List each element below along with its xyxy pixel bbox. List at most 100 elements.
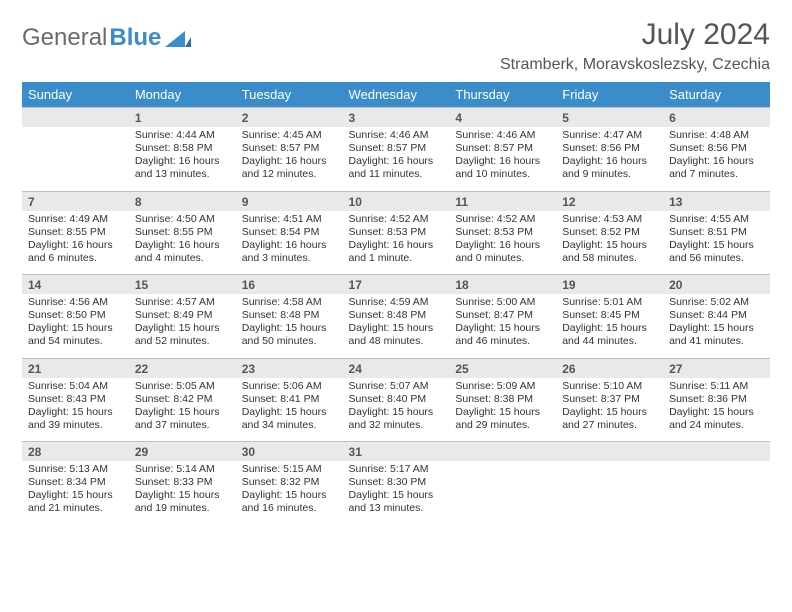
brand-triangle-icon — [165, 29, 191, 47]
day-number-cell: 19 — [556, 275, 663, 295]
day-detail-cell: Sunrise: 5:10 AMSunset: 8:37 PMDaylight:… — [556, 378, 663, 442]
sunrise-text: Sunrise: 5:07 AM — [349, 380, 444, 393]
sunset-text: Sunset: 8:34 PM — [28, 476, 123, 489]
brand-logo: General Blue — [22, 18, 191, 52]
day-number-cell — [556, 442, 663, 462]
day-number-cell: 17 — [343, 275, 450, 295]
daylight-text: and 44 minutes. — [562, 335, 657, 348]
sunset-text: Sunset: 8:53 PM — [455, 226, 550, 239]
sunset-text: Sunset: 8:57 PM — [455, 142, 550, 155]
sunrise-text: Sunrise: 5:15 AM — [242, 463, 337, 476]
day-detail-cell: Sunrise: 5:13 AMSunset: 8:34 PMDaylight:… — [22, 461, 129, 525]
sunrise-text: Sunrise: 4:59 AM — [349, 296, 444, 309]
day-detail-cell: Sunrise: 4:46 AMSunset: 8:57 PMDaylight:… — [449, 127, 556, 191]
daylight-text: Daylight: 15 hours — [135, 322, 230, 335]
daylight-text: and 1 minute. — [349, 252, 444, 265]
sunset-text: Sunset: 8:44 PM — [669, 309, 764, 322]
daylight-text: Daylight: 16 hours — [242, 155, 337, 168]
day-number-row: 21222324252627 — [22, 358, 770, 378]
sunset-text: Sunset: 8:45 PM — [562, 309, 657, 322]
daylight-text: Daylight: 15 hours — [28, 489, 123, 502]
daylight-text: Daylight: 16 hours — [349, 239, 444, 252]
day-number-row: 14151617181920 — [22, 275, 770, 295]
day-number-cell: 6 — [663, 108, 770, 128]
sunrise-text: Sunrise: 5:14 AM — [135, 463, 230, 476]
day-detail-cell: Sunrise: 5:09 AMSunset: 8:38 PMDaylight:… — [449, 378, 556, 442]
sunset-text: Sunset: 8:30 PM — [349, 476, 444, 489]
sunset-text: Sunset: 8:50 PM — [28, 309, 123, 322]
sunset-text: Sunset: 8:53 PM — [349, 226, 444, 239]
day-detail-cell: Sunrise: 5:15 AMSunset: 8:32 PMDaylight:… — [236, 461, 343, 525]
day-detail-cell: Sunrise: 5:17 AMSunset: 8:30 PMDaylight:… — [343, 461, 450, 525]
sunrise-text: Sunrise: 4:44 AM — [135, 129, 230, 142]
daylight-text: Daylight: 15 hours — [135, 406, 230, 419]
day-detail-row: Sunrise: 4:44 AMSunset: 8:58 PMDaylight:… — [22, 127, 770, 191]
daylight-text: Daylight: 16 hours — [455, 155, 550, 168]
sunrise-text: Sunrise: 5:10 AM — [562, 380, 657, 393]
sunrise-text: Sunrise: 5:06 AM — [242, 380, 337, 393]
sunset-text: Sunset: 8:36 PM — [669, 393, 764, 406]
daylight-text: and 56 minutes. — [669, 252, 764, 265]
weekday-header: Wednesday — [343, 82, 450, 108]
sunrise-text: Sunrise: 4:57 AM — [135, 296, 230, 309]
day-detail-cell: Sunrise: 5:07 AMSunset: 8:40 PMDaylight:… — [343, 378, 450, 442]
day-number-cell: 21 — [22, 358, 129, 378]
daylight-text: Daylight: 15 hours — [562, 322, 657, 335]
sunset-text: Sunset: 8:52 PM — [562, 226, 657, 239]
day-number-cell: 10 — [343, 191, 450, 211]
page-header: General Blue July 2024 Stramberk, Moravs… — [22, 18, 770, 74]
weekday-header: Friday — [556, 82, 663, 108]
day-detail-cell: Sunrise: 5:04 AMSunset: 8:43 PMDaylight:… — [22, 378, 129, 442]
daylight-text: and 12 minutes. — [242, 168, 337, 181]
daylight-text: and 50 minutes. — [242, 335, 337, 348]
daylight-text: and 46 minutes. — [455, 335, 550, 348]
sunrise-text: Sunrise: 4:49 AM — [28, 213, 123, 226]
daylight-text: and 29 minutes. — [455, 419, 550, 432]
day-detail-cell: Sunrise: 5:01 AMSunset: 8:45 PMDaylight:… — [556, 294, 663, 358]
sunrise-text: Sunrise: 4:52 AM — [455, 213, 550, 226]
daylight-text: Daylight: 15 hours — [242, 489, 337, 502]
day-number-cell: 9 — [236, 191, 343, 211]
weekday-header: Saturday — [663, 82, 770, 108]
sunset-text: Sunset: 8:54 PM — [242, 226, 337, 239]
sunrise-text: Sunrise: 4:58 AM — [242, 296, 337, 309]
sunrise-text: Sunrise: 5:02 AM — [669, 296, 764, 309]
daylight-text: and 54 minutes. — [28, 335, 123, 348]
day-detail-cell: Sunrise: 4:53 AMSunset: 8:52 PMDaylight:… — [556, 211, 663, 275]
sunrise-text: Sunrise: 4:55 AM — [669, 213, 764, 226]
day-number-cell — [22, 108, 129, 128]
sunrise-text: Sunrise: 4:46 AM — [455, 129, 550, 142]
daylight-text: and 52 minutes. — [135, 335, 230, 348]
daylight-text: Daylight: 15 hours — [562, 239, 657, 252]
sunrise-text: Sunrise: 4:53 AM — [562, 213, 657, 226]
sunset-text: Sunset: 8:49 PM — [135, 309, 230, 322]
sunrise-text: Sunrise: 5:11 AM — [669, 380, 764, 393]
daylight-text: and 0 minutes. — [455, 252, 550, 265]
weekday-header: Tuesday — [236, 82, 343, 108]
daylight-text: Daylight: 16 hours — [562, 155, 657, 168]
daylight-text: and 48 minutes. — [349, 335, 444, 348]
day-detail-cell: Sunrise: 5:00 AMSunset: 8:47 PMDaylight:… — [449, 294, 556, 358]
sunrise-text: Sunrise: 5:00 AM — [455, 296, 550, 309]
day-detail-cell: Sunrise: 4:44 AMSunset: 8:58 PMDaylight:… — [129, 127, 236, 191]
sunrise-text: Sunrise: 5:13 AM — [28, 463, 123, 476]
sunset-text: Sunset: 8:38 PM — [455, 393, 550, 406]
day-number-cell: 1 — [129, 108, 236, 128]
day-detail-cell: Sunrise: 5:05 AMSunset: 8:42 PMDaylight:… — [129, 378, 236, 442]
daylight-text: and 7 minutes. — [669, 168, 764, 181]
title-block: July 2024 Stramberk, Moravskoslezsky, Cz… — [500, 18, 770, 74]
daylight-text: Daylight: 16 hours — [135, 239, 230, 252]
daylight-text: and 13 minutes. — [135, 168, 230, 181]
day-number-cell: 26 — [556, 358, 663, 378]
day-number-cell: 24 — [343, 358, 450, 378]
day-detail-cell: Sunrise: 4:51 AMSunset: 8:54 PMDaylight:… — [236, 211, 343, 275]
daylight-text: Daylight: 16 hours — [242, 239, 337, 252]
sunrise-text: Sunrise: 5:04 AM — [28, 380, 123, 393]
daylight-text: and 21 minutes. — [28, 502, 123, 515]
daylight-text: Daylight: 16 hours — [669, 155, 764, 168]
brand-part2: Blue — [109, 24, 161, 52]
daylight-text: Daylight: 16 hours — [455, 239, 550, 252]
location-text: Stramberk, Moravskoslezsky, Czechia — [500, 56, 770, 74]
sunrise-text: Sunrise: 4:52 AM — [349, 213, 444, 226]
calendar-page: General Blue July 2024 Stramberk, Moravs… — [0, 0, 792, 612]
